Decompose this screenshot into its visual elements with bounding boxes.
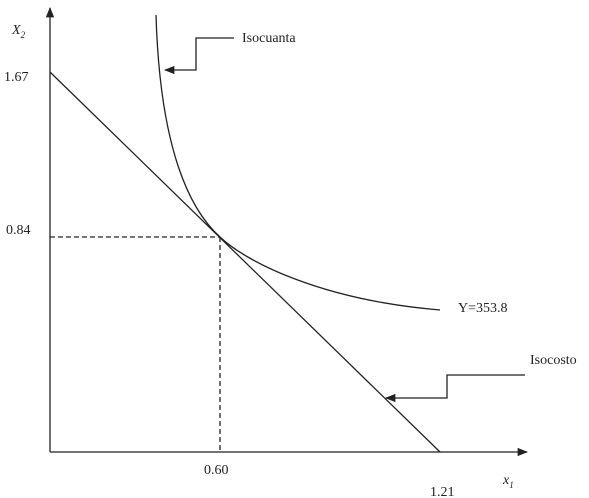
tick-label: 1.67 <box>4 70 29 85</box>
tick-label: 1.21 <box>430 485 455 498</box>
curve-label: Isocosto <box>530 353 577 368</box>
pointer-arrow <box>163 37 234 75</box>
tick-label: 0.84 <box>6 223 31 238</box>
curve-label: Y=353.8 <box>458 301 508 316</box>
isoquant-curve <box>155 14 441 311</box>
tick-label: 0.60 <box>204 463 229 478</box>
isocost-line <box>49 71 441 453</box>
pointer-arrow <box>384 374 525 403</box>
y-axis-label: X2 <box>11 23 26 40</box>
curve-label: Isocuanta <box>242 31 296 46</box>
x-axis-label: x1 <box>502 473 514 490</box>
